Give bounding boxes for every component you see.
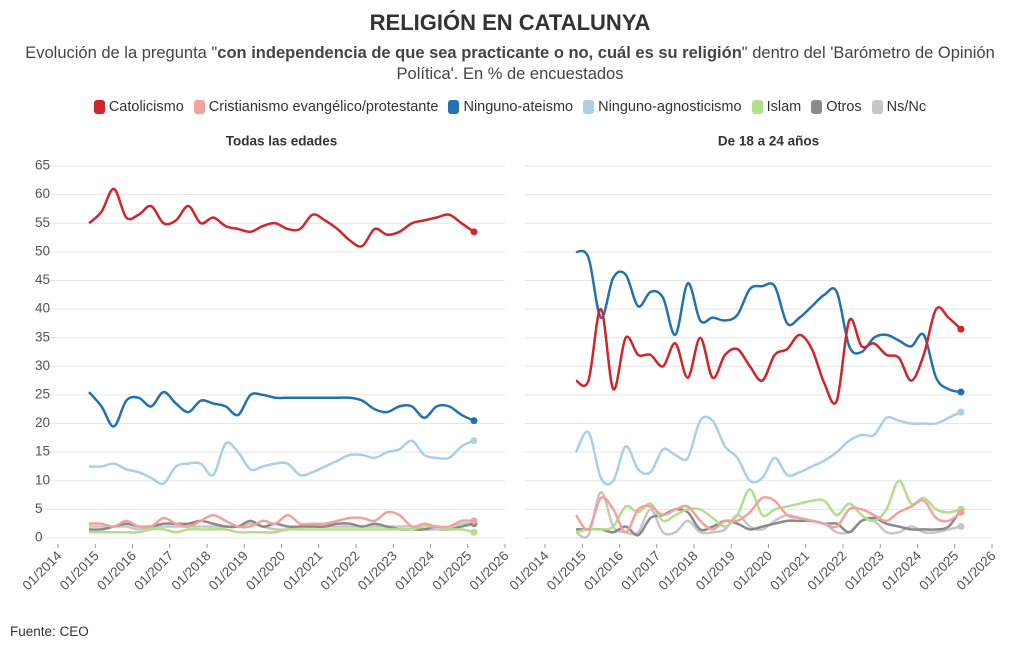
x-tick-label: 01/2016 [581, 548, 626, 593]
end-dot [957, 408, 965, 416]
legend-swatch [871, 100, 883, 114]
y-tick-label: 65 [35, 158, 50, 173]
end-dot [957, 325, 965, 333]
title: RELIGIÓN EN CATALUNYA [369, 10, 651, 35]
panel-title: De 18 a 24 años [718, 134, 819, 149]
x-tick-label: 01/2014 [20, 548, 65, 593]
x-tick-label: 01/2021 [280, 548, 325, 593]
end-dot [957, 508, 965, 516]
x-tick-label: 01/2015 [57, 548, 102, 593]
series-line [89, 439, 475, 486]
legend-item: Islam [751, 99, 802, 115]
legend-label: Catolicismo [108, 99, 184, 115]
x-tick-label: 01/2022 [318, 548, 363, 593]
x-tick-label: 01/2022 [805, 548, 850, 593]
legend-swatch [448, 100, 460, 114]
x-tick-label: 01/2021 [767, 548, 812, 593]
legend-item: Catolicismo [93, 99, 184, 115]
series-line [574, 410, 962, 486]
source: Fuente: CEO [10, 624, 89, 639]
legend-item: Cristianismo evangélico/protestante [193, 99, 439, 115]
end-dot [957, 523, 965, 531]
legend-swatch [751, 100, 763, 114]
x-tick-label: 01/2017 [131, 548, 176, 593]
legend-item: Ns/Nc [871, 99, 927, 115]
series-line [576, 507, 962, 537]
legend-label: Ninguno-ateismo [463, 99, 574, 115]
y-tick-label: 60 [35, 186, 50, 201]
x-tick-label: 01/2026 [954, 548, 999, 593]
series-line [88, 187, 475, 248]
y-tick-label: 55 [35, 215, 50, 230]
y-tick-label: 0 [35, 530, 43, 545]
y-tick-label: 20 [35, 415, 50, 430]
end-dot [470, 528, 478, 536]
y-tick-label: 5 [35, 501, 43, 516]
panel-title: Todas las edades [226, 134, 338, 149]
x-tick-label: 01/2023 [842, 548, 887, 593]
series-line [575, 479, 962, 534]
y-tick-label: 45 [35, 272, 50, 287]
x-tick-label: 01/2019 [206, 548, 251, 593]
series-line [88, 390, 475, 428]
legend-label: Cristianismo evangélico/protestante [208, 99, 439, 115]
x-tick-label: 01/2020 [243, 548, 288, 593]
series-line [89, 510, 475, 529]
legend-label: Islam [766, 99, 802, 115]
end-dot [470, 417, 478, 425]
legend-item: Otros [811, 99, 862, 115]
x-tick-label: 01/2023 [355, 548, 400, 593]
legend: Catolicismo Cristianismo evangélico/prote… [0, 99, 1020, 115]
series-line [575, 495, 962, 534]
end-dot [957, 388, 965, 396]
x-tick-label: 01/2018 [656, 548, 701, 593]
chart: Todas las edades 0 5 10 15 20 25 30 35 40 45 50 55 60… [20, 134, 999, 594]
y-tick-label: 10 [35, 472, 50, 487]
y-tick-label: 40 [35, 301, 50, 316]
x-tick-label: 01/2015 [544, 548, 589, 593]
subtitle-text: " dentro del 'Barómetro de Opinión Polít… [396, 44, 995, 83]
y-tick-label: 25 [35, 386, 50, 401]
legend-item: Ninguno-ateismo [448, 99, 573, 115]
x-tick-label: 01/2017 [618, 548, 663, 593]
legend-swatch [193, 100, 205, 114]
y-tick-label: 30 [35, 358, 50, 373]
y-tick-label: 50 [35, 243, 50, 258]
x-tick-label: 01/2016 [94, 548, 139, 593]
x-tick-label: 01/2024 [879, 548, 924, 593]
end-dot [470, 437, 478, 445]
y-tick-label: 15 [35, 444, 50, 459]
x-tick-label: 01/2014 [507, 548, 552, 593]
legend-item: Ninguno-agnosticismo [583, 99, 742, 115]
x-tick-label: 01/2018 [169, 548, 214, 593]
x-tick-label: 01/2026 [467, 548, 512, 593]
x-tick-label: 01/2025 [429, 548, 474, 593]
legend-label: Ns/Nc [886, 99, 927, 115]
subtitle: Evolución de la pregunta "con independen… [20, 43, 1000, 85]
x-tick-label: 01/2024 [392, 548, 437, 593]
subtitle-text: Evolución de la pregunta " [25, 44, 218, 62]
legend-swatch [93, 100, 105, 114]
x-tick-label: 01/2025 [916, 548, 961, 593]
x-tick-label: 01/2020 [730, 548, 775, 593]
legend-label: Ninguno-agnosticismo [598, 99, 742, 115]
legend-label: Otros [826, 99, 862, 115]
series-line [575, 249, 962, 394]
series-line [89, 524, 475, 534]
y-tick-label: 35 [35, 329, 50, 344]
subtitle-bold: con independencia de que sea practicante… [217, 44, 742, 62]
legend-swatch [583, 100, 595, 114]
legend-swatch [811, 100, 823, 114]
end-dot [470, 517, 478, 525]
x-tick-label: 01/2019 [693, 548, 738, 593]
series-line [575, 306, 962, 405]
end-dot [470, 228, 478, 236]
